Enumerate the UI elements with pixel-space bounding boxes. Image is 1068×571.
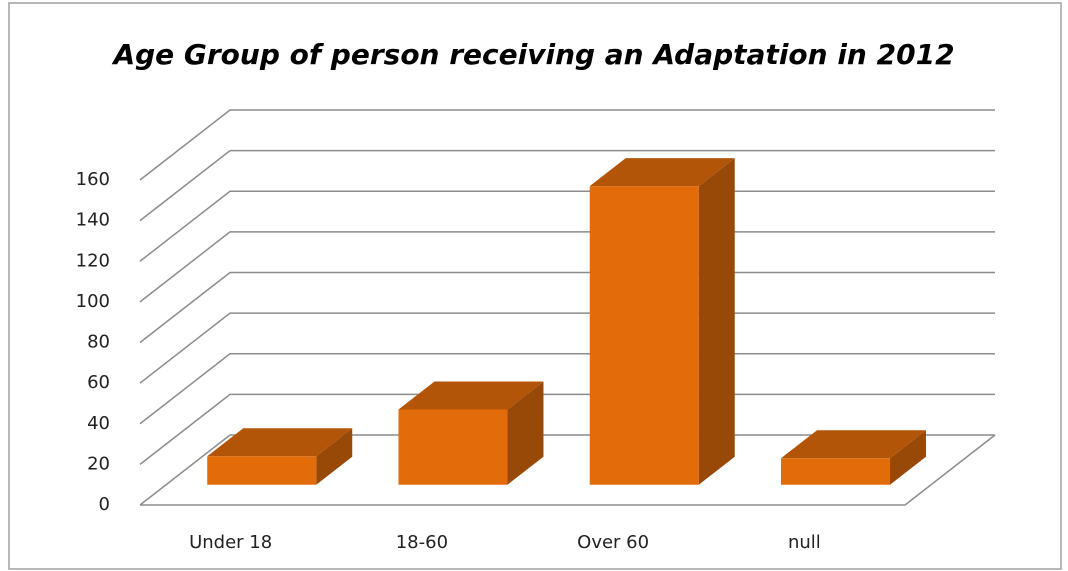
bar-top: [589, 158, 735, 187]
bar-side: [507, 381, 544, 485]
bar: [207, 456, 317, 485]
y-tick-label: 160: [76, 169, 110, 190]
chart-border: [8, 2, 1062, 570]
floor: [140, 434, 996, 506]
grid-line: [139, 353, 995, 425]
y-tick-label: 80: [87, 332, 110, 353]
grid-line: [139, 231, 995, 303]
x-tick-label: 18-60: [396, 532, 448, 553]
grid-line: [139, 393, 995, 465]
chart-title: Age Group of person receiving an Adaptat…: [111, 38, 954, 71]
bar-top: [398, 381, 544, 410]
y-tick-label: 100: [76, 291, 110, 312]
y-tick-label: 140: [76, 210, 110, 231]
bar-top: [207, 428, 353, 457]
bar-side: [316, 428, 353, 485]
y-tick-label: 0: [99, 494, 110, 515]
grid-line: [139, 190, 995, 262]
x-tick-label: null: [788, 532, 821, 553]
y-tick-label: 120: [76, 250, 110, 271]
bar-top: [780, 430, 926, 459]
bar: [398, 409, 508, 485]
grid-line: [139, 109, 995, 181]
grid-line: [139, 434, 995, 506]
y-tick-label: 60: [87, 372, 110, 393]
bar-side: [698, 158, 735, 485]
bar: [589, 186, 699, 485]
grid-line: [139, 271, 995, 344]
bar: [780, 458, 890, 485]
x-tick-label: Over 60: [577, 532, 649, 553]
grid-line: [139, 149, 995, 222]
y-tick-label: 20: [87, 453, 110, 474]
grid-line: [139, 312, 995, 384]
bar-side: [889, 430, 926, 485]
y-tick-label: 40: [87, 413, 110, 434]
x-tick-label: Under 18: [189, 532, 272, 553]
